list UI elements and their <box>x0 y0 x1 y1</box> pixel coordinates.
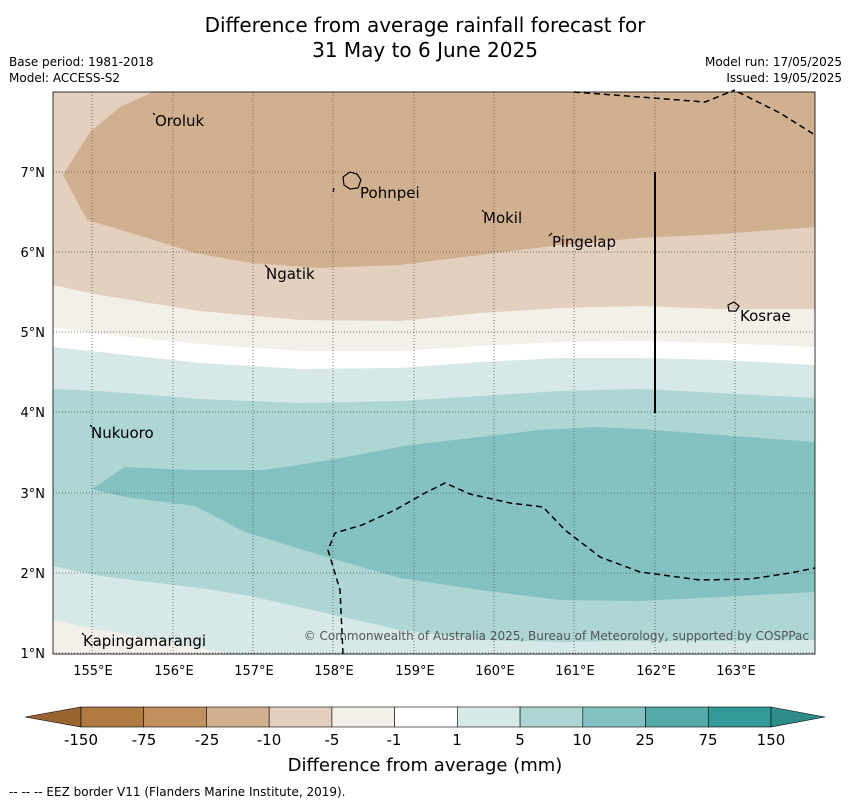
pohnpei-island <box>342 171 362 190</box>
cb-tick-minus150: -150 <box>64 731 98 749</box>
y-tick-5n: 5°N <box>21 326 46 341</box>
mokil-atoll <box>481 209 485 213</box>
place-label-nukuoro: Nukuoro <box>91 424 154 442</box>
kapingamarangi-atoll <box>81 632 85 636</box>
place-label-kapingamarangi: Kapingamarangi <box>83 632 206 650</box>
cb-tick-plus150: 150 <box>757 731 786 749</box>
title-line-1: Difference from average rainfall forecas… <box>204 13 646 37</box>
cb-tick-minus75: -75 <box>132 731 157 749</box>
y-tick-4n: 4°N <box>21 406 46 421</box>
colorbar-segment <box>582 706 646 728</box>
x-tick-157: 157°E <box>234 664 274 679</box>
meta-right: Model run: 17/05/2025 Issued: 19/05/2025 <box>705 54 842 86</box>
y-tick-2n: 2°N <box>21 567 46 582</box>
colorbar-segment <box>707 706 772 728</box>
map-title: Difference from average rainfall forecas… <box>0 13 850 63</box>
band-low-minus5 <box>53 620 230 654</box>
y-axis-ticks: 7°N 6°N 5°N 4°N 3°N 2°N 1°N <box>21 166 46 662</box>
x-tick-159: 159°E <box>395 664 435 679</box>
cb-tick-plus75: 75 <box>698 731 717 749</box>
cb-tick-plus10: 10 <box>572 731 591 749</box>
oroluk-atoll <box>152 112 156 116</box>
colorbar-label: Difference from average (mm) <box>287 755 563 776</box>
colorbar: -150 -75 -25 -10 -5 -1 1 5 10 25 75 150 <box>24 706 826 749</box>
eez-borders <box>327 89 816 655</box>
x-axis-ticks: 155°E 156°E 157°E 158°E 159°E 160°E 161°… <box>73 664 756 679</box>
place-label-pingelap: Pingelap <box>552 233 616 251</box>
colorbar-segment <box>268 706 333 728</box>
islands <box>81 112 740 636</box>
colorbar-segment <box>331 706 395 728</box>
colorbar-extend-low <box>24 706 82 728</box>
nukuoro-atoll <box>89 424 93 428</box>
kosrae-island <box>727 301 740 312</box>
base-period: Base period: 1981-2018 <box>9 55 154 69</box>
x-tick-156: 156°E <box>154 664 194 679</box>
rainfall-contours <box>53 92 815 654</box>
colorbar-segment <box>457 706 521 728</box>
y-tick-3n: 3°N <box>21 487 46 502</box>
graticule <box>53 92 815 654</box>
place-labels: Oroluk Pohnpei Mokil Pingelap Ngatik Kos… <box>83 112 791 650</box>
copyright-notice: © Commonwealth of Australia 2025, Bureau… <box>304 629 809 643</box>
cb-tick-plus1: 1 <box>452 731 462 749</box>
y-tick-7n: 7°N <box>21 166 46 181</box>
issued-date: Issued: 19/05/2025 <box>726 71 842 85</box>
colorbar-segment <box>645 706 709 728</box>
x-tick-162: 162°E <box>636 664 676 679</box>
y-tick-6n: 6°N <box>21 246 46 261</box>
colorbar-segments <box>80 706 772 728</box>
colorbar-segment <box>394 706 458 728</box>
model-name: Model: ACCESS-S2 <box>9 71 121 85</box>
place-label-mokil: Mokil <box>483 209 522 227</box>
ngatik-atoll <box>264 264 269 269</box>
model-run: Model run: 17/05/2025 <box>704 55 842 69</box>
place-label-kosrae: Kosrae <box>740 307 791 325</box>
x-tick-158: 158°E <box>314 664 354 679</box>
map-frame <box>52 91 816 655</box>
band-plus10 <box>92 427 815 601</box>
colorbar-extend-high <box>770 706 826 728</box>
colorbar-segment <box>80 706 145 728</box>
cb-tick-plus25: 25 <box>635 731 654 749</box>
meta-left: Base period: 1981-2018 Model: ACCESS-S2 <box>9 54 154 86</box>
place-label-ngatik: Ngatik <box>266 265 315 283</box>
colorbar-segment <box>519 706 584 728</box>
colorbar-ticks: -150 -75 -25 -10 -5 -1 1 5 10 25 75 150 <box>64 731 785 749</box>
cb-tick-minus10: -10 <box>257 731 282 749</box>
x-tick-155: 155°E <box>73 664 113 679</box>
band-minus25 <box>53 92 815 268</box>
y-tick-1n: 1°N <box>21 647 46 662</box>
band-low-plus1 <box>53 566 815 654</box>
place-label-oroluk: Oroluk <box>155 112 204 130</box>
pingelap-atoll <box>548 232 553 237</box>
x-tick-163: 163°E <box>716 664 756 679</box>
colorbar-segment <box>143 706 207 728</box>
title-line-2: 31 May to 6 June 2025 <box>312 38 538 62</box>
place-label-pohnpei: Pohnpei <box>360 184 420 202</box>
eez-footnote: -- -- -- EEZ border V11 (Flanders Marine… <box>9 785 346 799</box>
cb-tick-plus5: 5 <box>515 731 525 749</box>
x-tick-160: 160°E <box>475 664 515 679</box>
cb-tick-minus5: -5 <box>325 731 340 749</box>
cb-tick-minus1: -1 <box>387 731 402 749</box>
ant-atoll <box>332 187 335 193</box>
cb-tick-minus25: -25 <box>195 731 220 749</box>
colorbar-segment <box>206 706 270 728</box>
x-tick-161: 161°E <box>555 664 595 679</box>
